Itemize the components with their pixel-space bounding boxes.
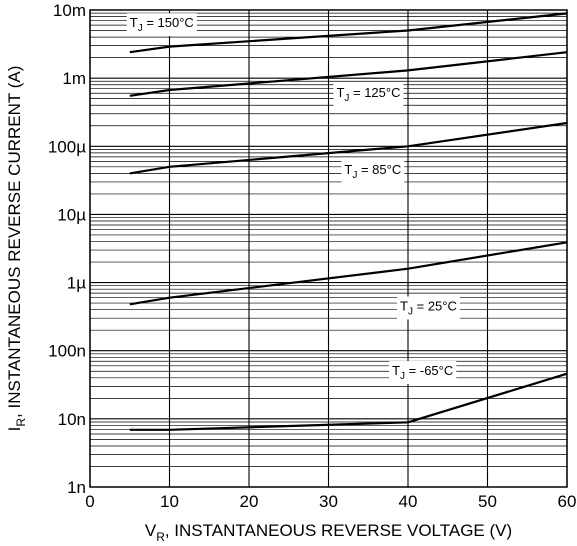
y-tick-label: 1µ <box>67 274 86 293</box>
series-label-group: TJ = 125°C <box>333 82 404 106</box>
y-tick-label: 1m <box>62 69 86 88</box>
series-label-bg <box>333 82 404 106</box>
series-label-sub: J <box>344 93 349 104</box>
series-label-rest: = 125°C <box>349 85 400 100</box>
series-label: TJ = -65°C <box>392 363 453 382</box>
series-label-bg <box>389 361 457 385</box>
curves <box>129 12 568 431</box>
x-tick-label: 10 <box>160 492 179 511</box>
x-tick-labels: 0 10 20 30 40 50 60 <box>85 492 576 511</box>
series-label-sub: J <box>400 371 405 382</box>
x-axis-label: VR, INSTANTANEOUS REVERSE VOLTAGE (V) <box>145 521 512 544</box>
series-label-rest: = 85°C <box>357 162 401 177</box>
series-label-pre: T <box>130 15 138 30</box>
x-tick-label: 0 <box>85 492 94 511</box>
y-axis-label-rest: , INSTANTANEOUS REVERSE CURRENT (A) <box>5 66 24 418</box>
series-label-rest: = -65°C <box>405 363 453 378</box>
series-label-bg <box>341 160 405 184</box>
y-tick-label: 100n <box>48 342 86 361</box>
series-label: TJ = 125°C <box>336 85 400 104</box>
series-label-rest: = 25°C <box>413 298 457 313</box>
series-label-sub: J <box>352 170 357 181</box>
series-label-group: TJ = 85°C <box>341 160 405 184</box>
series-label: TJ = 85°C <box>344 162 401 181</box>
series-label-sub: J <box>138 23 143 34</box>
x-tick-label: 30 <box>319 492 338 511</box>
series-label-group: TJ = 150°C <box>126 13 197 37</box>
series-label: TJ = 25°C <box>400 298 457 317</box>
series-line-125C <box>129 51 568 97</box>
x-tick-label: 40 <box>399 492 418 511</box>
series-label-pre: T <box>400 298 408 313</box>
y-tick-label: 10n <box>58 410 86 429</box>
y-axis-label-main: I <box>5 427 24 432</box>
y-tick-label: 100µ <box>48 137 86 156</box>
x-axis-label-rest: , INSTANTANEOUS REVERSE VOLTAGE (V) <box>165 521 512 540</box>
series-line-85C <box>129 121 568 175</box>
y-axis-label: IR, INSTANTANEOUS REVERSE CURRENT (A) <box>5 66 28 432</box>
y-tick-label: 10m <box>53 1 86 20</box>
series-label-pre: T <box>344 162 352 177</box>
y-axis-label-sub: R <box>14 418 28 427</box>
series-label-group: TJ = -65°C <box>389 361 457 385</box>
y-tick-labels: 1n 10n 100n 1µ 10µ 100µ 1m 10m <box>48 1 86 497</box>
series-label: TJ = 150°C <box>130 15 194 34</box>
x-axis-label-main: V <box>145 521 157 540</box>
series-label-pre: T <box>336 85 344 100</box>
plot-frame <box>89 9 568 488</box>
series-label-rest: = 150°C <box>143 15 194 30</box>
series-label-sub: J <box>408 306 413 317</box>
series-label-group: TJ = 25°C <box>397 296 460 320</box>
series-line-25C <box>129 241 568 306</box>
series-line-150C <box>129 12 568 54</box>
series-label-bg <box>126 13 197 37</box>
x-tick-label: 20 <box>240 492 259 511</box>
x-axis-label-sub: R <box>156 530 165 544</box>
series-label-pre: T <box>392 363 400 378</box>
y-tick-label: 1n <box>67 478 86 497</box>
y-tick-label: 10µ <box>57 205 86 224</box>
series-line--65C <box>129 372 568 431</box>
series-label-bg <box>397 296 460 320</box>
x-tick-label: 60 <box>558 492 577 511</box>
curve-labels: TJ = 150°CTJ = 125°CTJ = 85°CTJ = 25°CTJ… <box>126 13 460 385</box>
x-tick-label: 50 <box>478 492 497 511</box>
